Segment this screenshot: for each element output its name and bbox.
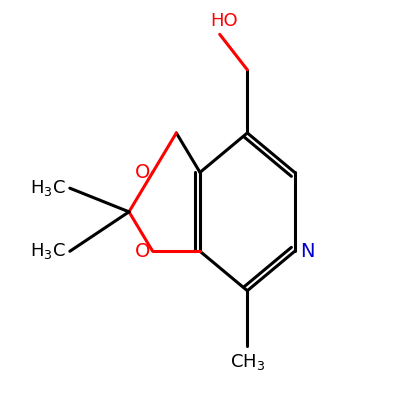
Text: HO: HO: [210, 12, 238, 30]
Text: CH$_3$: CH$_3$: [230, 352, 265, 372]
Text: H$_3$C: H$_3$C: [30, 178, 66, 198]
Text: N: N: [300, 242, 315, 261]
Text: O: O: [135, 242, 151, 261]
Text: O: O: [135, 163, 151, 182]
Text: H$_3$C: H$_3$C: [30, 241, 66, 261]
